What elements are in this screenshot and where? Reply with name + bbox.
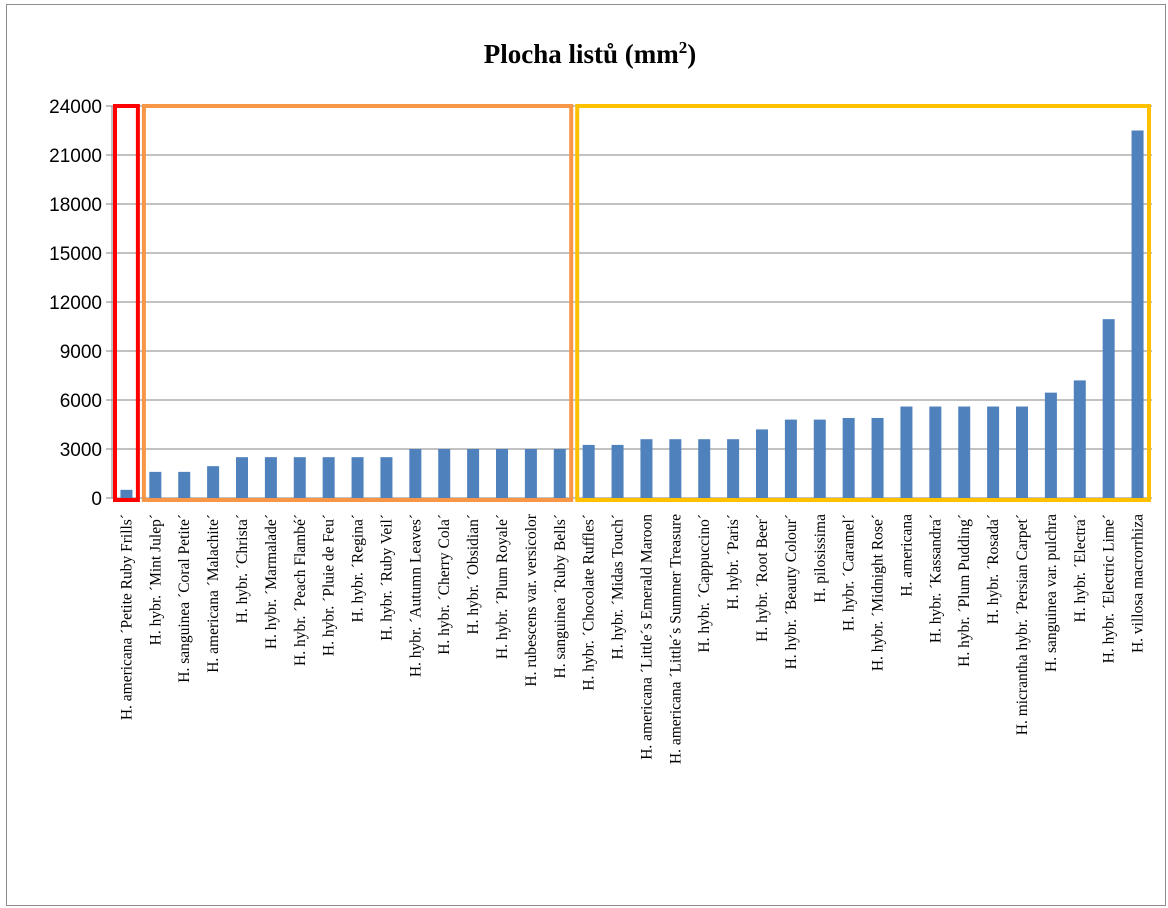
x-tick-label: H. hybr. ´Midas Touch´ <box>610 514 627 659</box>
bar <box>698 439 711 498</box>
x-tick-label: H. hybr. ´Autumn Leaves´ <box>407 514 424 677</box>
chart-title: Plocha listů (mm2) <box>484 38 697 69</box>
bar <box>640 439 653 498</box>
bar <box>553 449 566 498</box>
bar <box>987 406 1000 498</box>
x-tick-label: H. rubescens var. versicolor <box>523 513 540 686</box>
bar <box>1044 392 1057 498</box>
x-tick-label: H. hybr. ´Pluie de Feu´ <box>321 514 338 656</box>
bar <box>1131 130 1144 498</box>
y-tick-label: 24000 <box>49 97 102 118</box>
category-labels: H. americana ´Petite Ruby Frills´ H. hybr… <box>118 513 1146 764</box>
y-tick-label: 21000 <box>49 146 102 167</box>
x-tick-label: H. hybr. ´Marmalade´ <box>263 514 280 649</box>
bar <box>351 457 364 498</box>
group-highlight-box <box>141 104 574 502</box>
bar <box>842 417 855 498</box>
x-tick-label: H. hybr. ´Electric Lime´ <box>1101 514 1118 663</box>
x-tick-label: H. hybr. ´Regina´ <box>350 514 367 622</box>
x-tick-label: H. hybr. ´Root Beer´ <box>754 514 771 642</box>
x-tick-label: H. sanguinea ´Coral Petite´ <box>176 514 193 683</box>
group-highlight-box <box>575 104 1151 502</box>
x-tick-label: H. villosa macrorrhiza <box>1130 514 1147 653</box>
bar <box>496 449 508 498</box>
y-tick-label: 6000 <box>60 391 102 412</box>
x-tick-label: H. hybr. ´Beauty Colour´ <box>783 514 800 669</box>
x-tick-label: H. hybr. ´Plum Royale´ <box>494 514 511 659</box>
group-boxes <box>113 104 1151 502</box>
x-tick-label: H. americana ´Petite Ruby Frills´ <box>118 514 135 720</box>
bar <box>1073 380 1086 498</box>
x-tick-label: H. hybr. ´Caramel´ <box>841 514 858 631</box>
x-tick-label: H. hybr. ´Electra´ <box>1072 514 1089 622</box>
bar <box>524 449 537 498</box>
chart-title-suffix: ) <box>687 39 696 69</box>
bar <box>236 457 248 498</box>
bar <box>900 406 913 498</box>
bar <box>409 449 422 498</box>
x-tick-label: H. hybr. ´Chocolate Ruffles´ <box>581 514 598 691</box>
x-tick-label: H. hybr. ´Rosada´ <box>985 514 1002 624</box>
x-tick-label: H. sanguinea ´Ruby Bells´ <box>552 514 569 678</box>
bar <box>322 457 335 498</box>
x-tick-label: H. sanguinea var. pulchra <box>1043 514 1060 672</box>
y-tick-label: 0 <box>91 489 102 510</box>
x-tick-label: H. hybr. ´Obsidian´ <box>465 514 482 635</box>
x-tick-label: H. hybr. ´Kassandra´ <box>927 514 944 643</box>
bar <box>756 429 768 498</box>
bar <box>1016 406 1028 498</box>
bar <box>264 457 277 498</box>
bar <box>727 439 740 498</box>
x-tick-label: H. hybr. ´Peach Flambé´ <box>292 514 309 666</box>
bar <box>813 419 826 498</box>
axes: 0 3000 6000 9000 12000 15000 18000 21000 24000 <box>49 97 1152 510</box>
bar <box>438 449 451 498</box>
bar <box>293 457 306 498</box>
bars <box>120 130 1144 498</box>
group-highlight-box <box>113 104 140 502</box>
x-tick-label: H. pilosissima <box>812 514 829 603</box>
x-tick-label: H. americana <box>898 514 915 597</box>
bar <box>669 439 682 498</box>
bar <box>929 406 942 498</box>
x-tick-label: H. hybr. ´Midnight Rose´ <box>870 514 887 671</box>
bar <box>467 449 480 498</box>
x-tick-label: H. hybr. ´Paris´ <box>725 514 742 610</box>
bar <box>871 417 884 498</box>
x-tick-label: H. americana ´Little´s Emerald Maroon <box>638 514 655 760</box>
y-tick-label: 9000 <box>60 342 102 363</box>
bar <box>380 457 393 498</box>
x-tick-label: H. hybr. ´Christa´ <box>234 514 251 623</box>
x-tick-label: H. americana ´Little´s Summer Treasure <box>667 514 684 764</box>
x-tick-label: H. hybr. ´Mint Julep´ <box>147 514 164 645</box>
bar <box>784 419 797 498</box>
bar <box>207 466 220 498</box>
x-tick-label: H. hybr. ´Cappuccino´ <box>696 514 713 653</box>
x-tick-label: H. micrantha hybr. ´Persian Carpet´ <box>1014 514 1031 735</box>
bar <box>120 489 133 498</box>
y-tick-label: 18000 <box>49 195 102 216</box>
bar <box>582 444 595 498</box>
x-tick-label: H. americana ´Malachite´ <box>205 514 222 673</box>
bar <box>1102 319 1115 498</box>
bar <box>149 471 162 498</box>
x-tick-label: H. hybr. ´Ruby Veil´ <box>378 514 395 641</box>
bar <box>178 471 191 498</box>
bar <box>958 406 971 498</box>
chart-title-superscript: 2 <box>679 38 688 57</box>
y-tick-label: 3000 <box>60 440 102 461</box>
x-tick-label: H. hybr. ´Plum Pudding´ <box>956 514 973 667</box>
y-tick-label: 15000 <box>49 244 102 265</box>
x-tick-label: H. hybr. ´Cherry Cola´ <box>436 514 453 655</box>
y-tick-label: 12000 <box>49 293 102 314</box>
bar <box>611 444 624 498</box>
